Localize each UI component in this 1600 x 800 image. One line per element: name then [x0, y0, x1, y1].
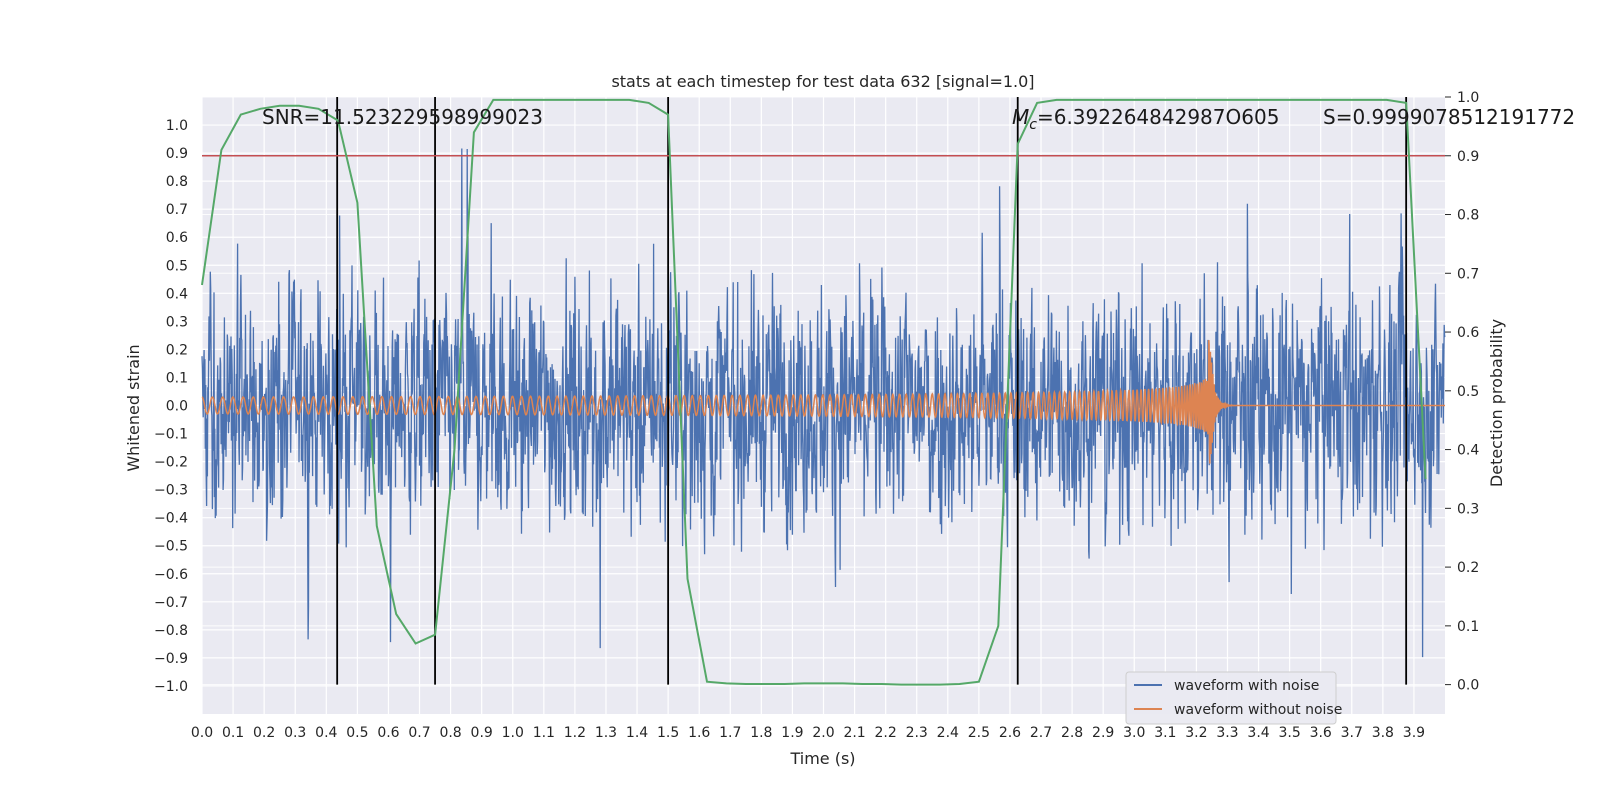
- y-tick-label: −0.7: [154, 595, 188, 611]
- waveform-without-noise-series: [201, 340, 1445, 464]
- x-tick-label: 1.4: [626, 725, 648, 741]
- x-tick-label: 2.5: [968, 725, 990, 741]
- y-right-tick-labels: 1.0 0.9 0.8 0.7 0.6 0.5 0.4 0.3 0.2 0.1 0.0: [1445, 90, 1479, 694]
- chirp-mass-symbol: M: [1012, 105, 1029, 129]
- x-tick-label: 0.3: [284, 725, 306, 741]
- x-tick-label: 1.7: [719, 725, 741, 741]
- x-tick-label: 0.6: [377, 725, 399, 741]
- x-tick-label: 3.3: [1216, 725, 1238, 741]
- x-tick-label: 1.1: [533, 725, 555, 741]
- chart-title: stats at each timestep for test data 632…: [611, 72, 1034, 91]
- x-tick-labels: 0.0 0.1 0.2 0.3 0.4 0.5 0.6 0.7 0.8 0.9 1.0 1.1 1.2 1…: [191, 725, 1425, 741]
- y-tick-label: 1.0: [166, 118, 188, 134]
- x-tick-label: 2.4: [937, 725, 959, 741]
- x-tick-label: 3.5: [1278, 725, 1300, 741]
- y-tick-label: −0.6: [154, 567, 188, 583]
- y-tick-label: −0.3: [154, 483, 188, 499]
- x-tick-label: 2.2: [875, 725, 897, 741]
- y-tick-label: 0.6: [166, 230, 188, 246]
- x-tick-label: 2.1: [843, 725, 865, 741]
- y-right-axis-label: Detection probability: [1487, 319, 1506, 487]
- x-tick-label: 0.7: [408, 725, 430, 741]
- y-right-tick-label: 0.7: [1457, 266, 1479, 282]
- x-tick-label: 2.3: [906, 725, 928, 741]
- y-tick-label: 0.7: [166, 202, 188, 218]
- y-tick-label: 0.8: [166, 174, 188, 190]
- waveform-with-noise-series: [201, 148, 1446, 658]
- x-tick-label: 1.3: [595, 725, 617, 741]
- legend-label-clean: waveform without noise: [1174, 702, 1342, 718]
- y-tick-label: 0.2: [166, 342, 188, 358]
- x-tick-label: 2.0: [812, 725, 834, 741]
- x-tick-label: 1.9: [781, 725, 803, 741]
- y-tick-label: −1.0: [154, 679, 188, 695]
- x-tick-label: 0.9: [471, 725, 493, 741]
- x-tick-label: 2.7: [1030, 725, 1052, 741]
- chirp-mass-value: =6.392264842987O605: [1037, 105, 1279, 129]
- x-tick-label: 3.1: [1154, 725, 1176, 741]
- y-tick-label: 0.9: [166, 146, 188, 162]
- y-tick-label: −0.8: [154, 623, 188, 639]
- y-tick-label: −0.2: [154, 455, 188, 471]
- x-tick-label: 2.9: [1092, 725, 1114, 741]
- y-right-tick-label: 0.5: [1457, 384, 1479, 400]
- detection-probability-series: [201, 98, 1427, 686]
- y-tick-label: 0.1: [166, 370, 188, 386]
- x-tick-label: 3.4: [1247, 725, 1269, 741]
- snr-annotation: SNR=11.523229598999023: [262, 105, 543, 129]
- legend-box: [1125, 671, 1337, 725]
- y-right-tick-label: 0.9: [1457, 149, 1479, 165]
- y-right-tick-label: 1.0: [1457, 90, 1479, 106]
- x-tick-label: 0.2: [253, 725, 275, 741]
- x-tick-label: 2.6: [999, 725, 1021, 741]
- x-tick-label: 0.0: [191, 725, 213, 741]
- x-axis-label: Time (s): [789, 749, 855, 768]
- y-right-tick-label: 0.6: [1457, 325, 1479, 341]
- x-tick-label: 3.7: [1341, 725, 1363, 741]
- x-tick-label: 2.8: [1061, 725, 1083, 741]
- y-tick-label: −0.1: [154, 427, 188, 443]
- x-tick-label: 0.4: [315, 725, 337, 741]
- x-tick-label: 0.5: [346, 725, 368, 741]
- x-tick-label: 3.8: [1372, 725, 1394, 741]
- y-right-tick-label: 0.8: [1457, 208, 1479, 224]
- x-tick-label: 3.0: [1123, 725, 1145, 741]
- y-tick-label: 0.5: [166, 258, 188, 274]
- x-tick-label: 1.6: [688, 725, 710, 741]
- chirp-mass-annotation: Mc=6.392264842987O605: [1012, 105, 1279, 133]
- x-tick-label: 0.8: [439, 725, 461, 741]
- x-tick-label: 1.8: [750, 725, 772, 741]
- detection-probability-line: [201, 98, 1427, 686]
- legend: waveform with noise waveform without noi…: [1125, 671, 1342, 725]
- y-tick-label: −0.5: [154, 539, 188, 555]
- y-tick-label: 0.4: [166, 286, 188, 302]
- legend-label-noise: waveform with noise: [1174, 678, 1319, 694]
- y-right-tick-label: 0.0: [1457, 678, 1479, 694]
- x-tick-label: 1.0: [502, 725, 524, 741]
- y-right-tick-label: 0.4: [1457, 443, 1479, 459]
- x-tick-label: 1.5: [657, 725, 679, 741]
- y-axis-label: Whitened strain: [124, 344, 143, 471]
- noise-waveform-line: [201, 148, 1446, 658]
- y-right-tick-label: 0.1: [1457, 619, 1479, 635]
- x-tick-label: 0.1: [222, 725, 244, 741]
- x-tick-label: 3.6: [1310, 725, 1332, 741]
- y-tick-label: 0.3: [166, 314, 188, 330]
- y-right-tick-label: 0.2: [1457, 560, 1479, 576]
- clean-waveform-line: [201, 340, 1445, 464]
- y-tick-label: −0.4: [154, 511, 188, 527]
- chirp-mass-subscript: c: [1029, 117, 1037, 133]
- event-markers: [336, 97, 1408, 685]
- x-tick-label: 3.2: [1185, 725, 1207, 741]
- y-tick-label: −0.9: [154, 651, 188, 667]
- x-tick-label: 3.9: [1403, 725, 1425, 741]
- y-tick-label: 0.0: [166, 399, 188, 415]
- y-tick-labels: 1.0 0.9 0.8 0.7 0.6 0.5 0.4 0.3 0.2 0.1 0.0 −0.1 −0.…: [154, 118, 188, 695]
- x-tick-label: 1.2: [564, 725, 586, 741]
- y-right-tick-label: 0.3: [1457, 501, 1479, 517]
- s-annotation: S=0.9999078512191772: [1323, 105, 1575, 129]
